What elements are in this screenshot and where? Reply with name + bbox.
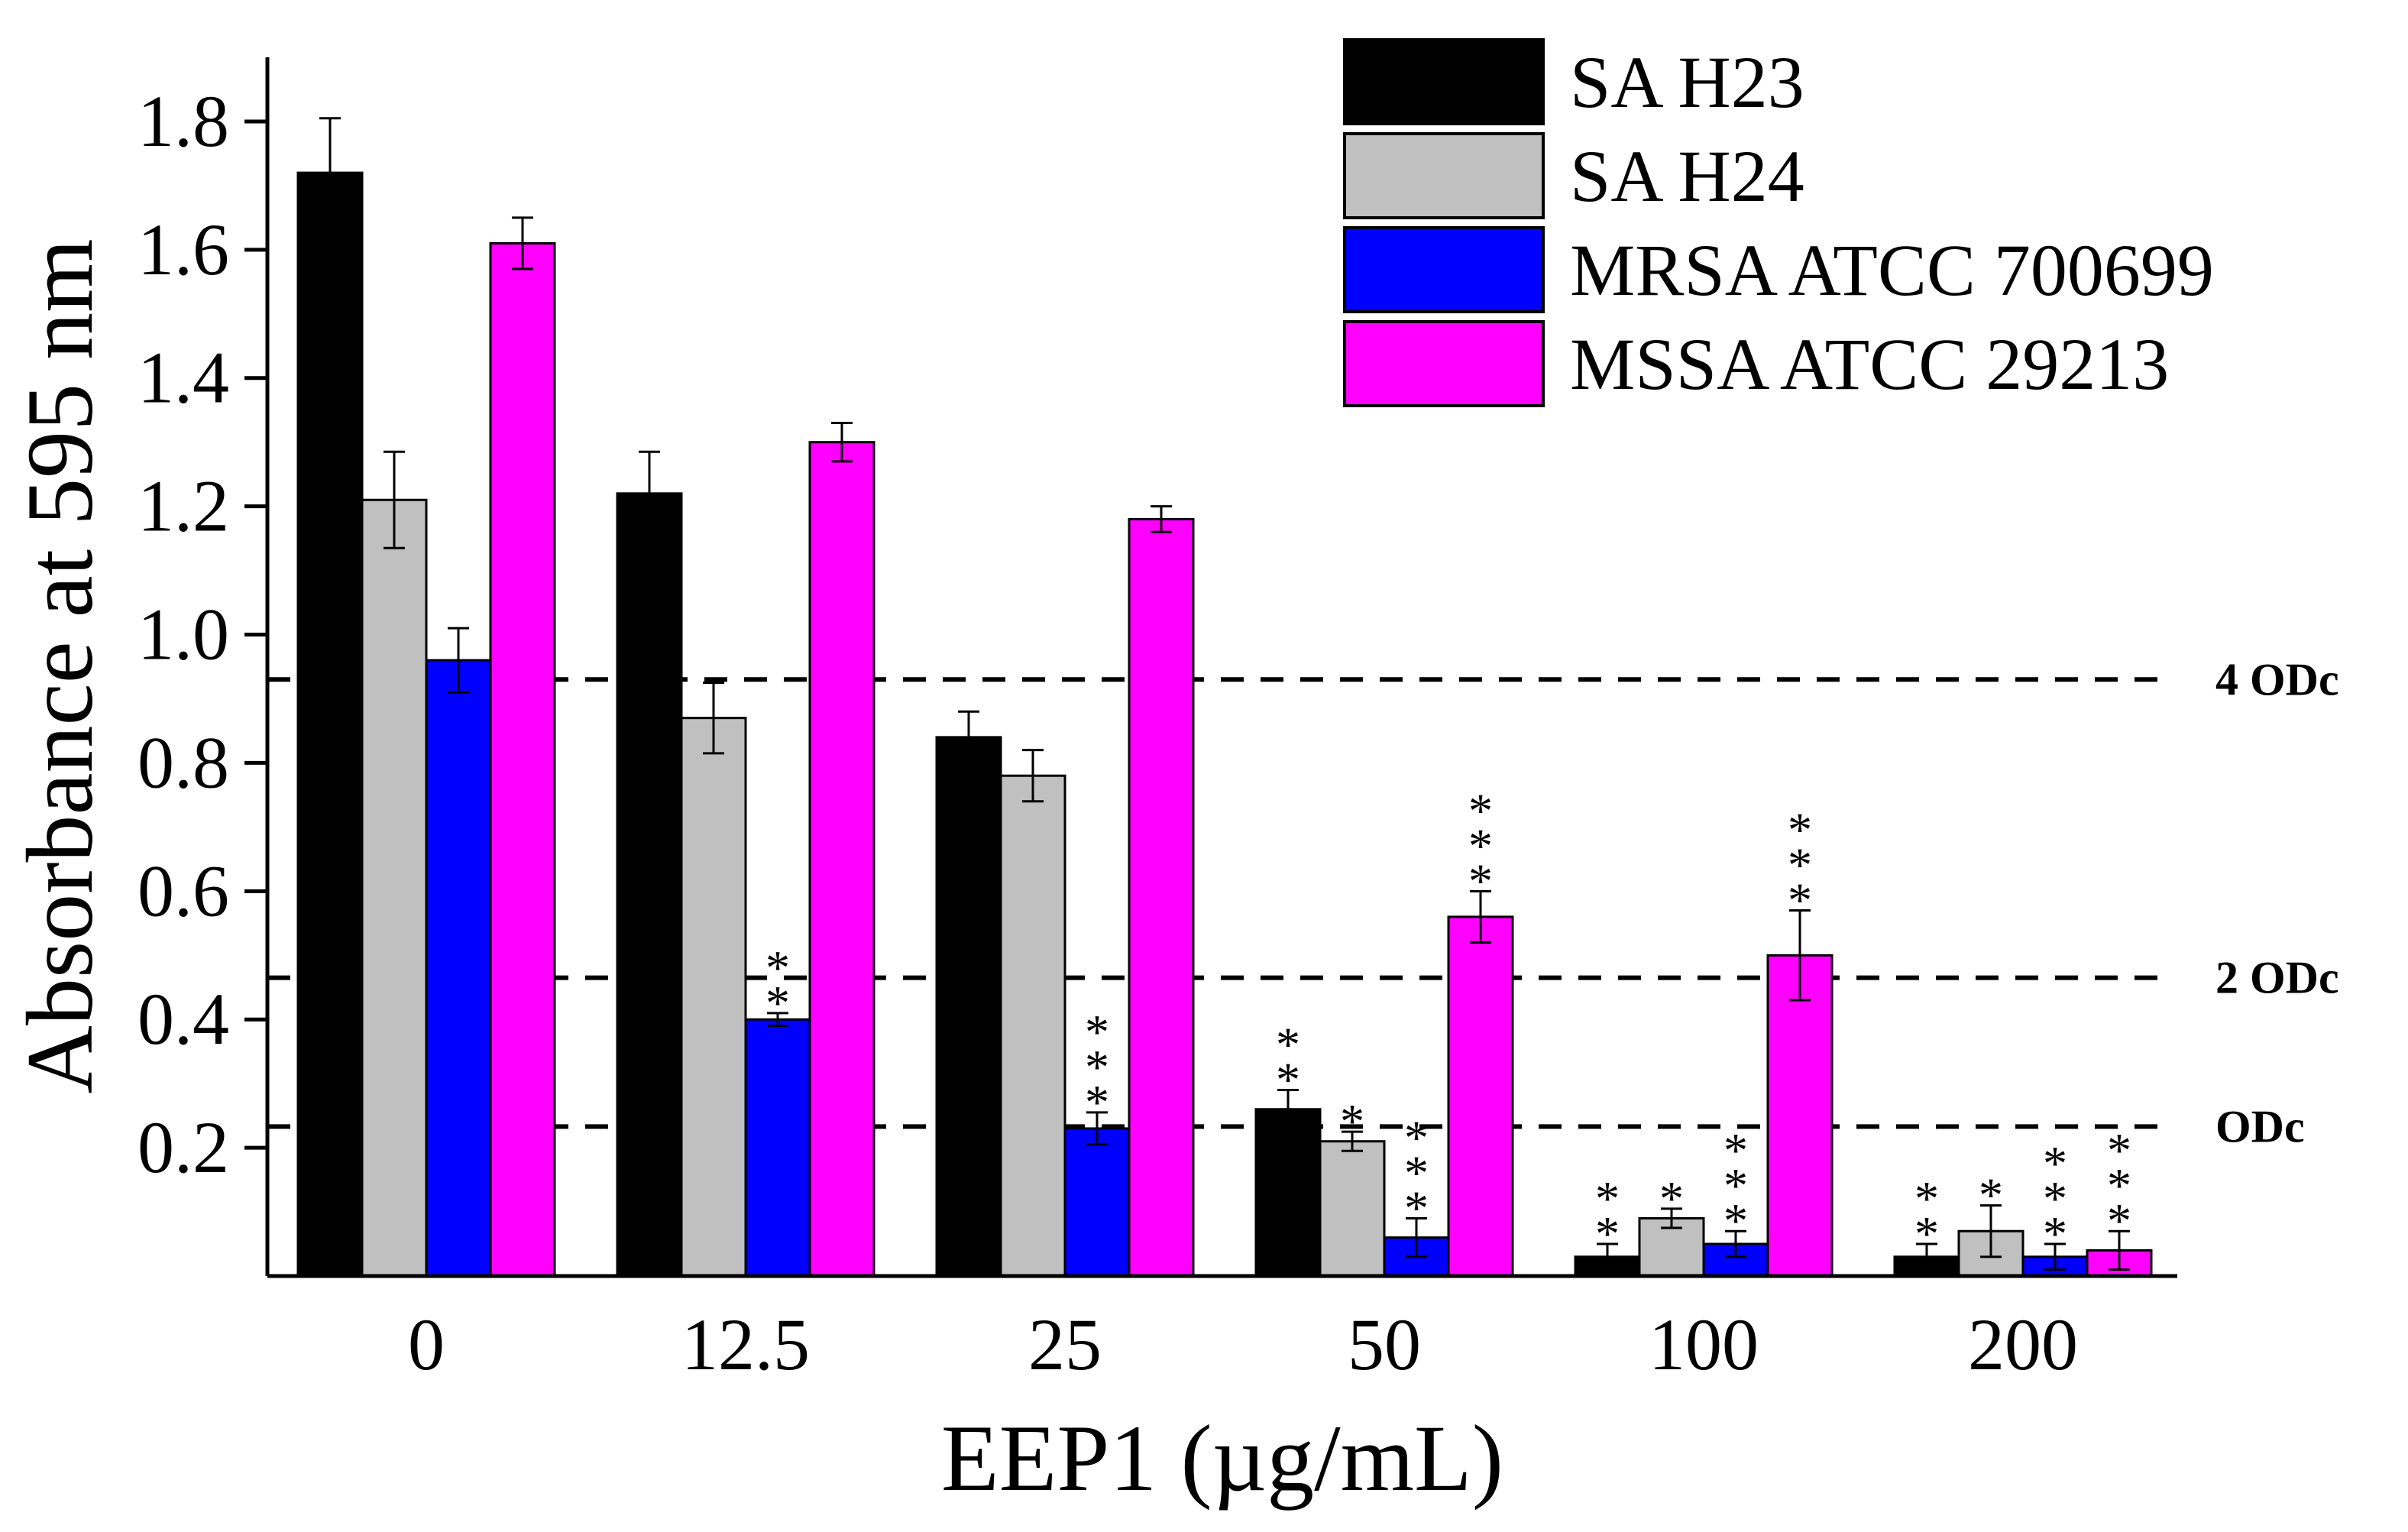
significance-marker: * (1914, 1206, 1939, 1261)
bar-mssa-atcc-29213 (1447, 915, 1514, 1278)
significance-marker: * (1788, 838, 1812, 892)
y-tick-label: 0.4 (138, 978, 229, 1060)
y-tick-label: 1.6 (138, 209, 229, 290)
legend-label: SA H24 (1570, 135, 1804, 217)
y-tick-label: 0.6 (138, 850, 229, 931)
bar-sa-h23 (616, 492, 683, 1278)
bar-sa-h24 (1319, 1140, 1386, 1278)
significance-marker: * (2107, 1123, 2131, 1177)
significance-marker: * (1723, 1158, 1748, 1213)
bar-mssa-atcc-29213 (1128, 517, 1195, 1278)
y-tick-label: 1.0 (138, 594, 229, 675)
y-ticks: 0.2 0.4 0.6 0.8 1.0 1.2 1.4 1.6 1.8 (138, 80, 267, 1188)
significance-marker: * (1404, 1145, 1429, 1200)
significance-marker: * (1468, 783, 1493, 837)
significance-marker: * (2107, 1158, 2131, 1213)
bar-mrsa-atcc-700699 (1063, 1127, 1131, 1278)
significance-marker: * (1595, 1171, 1620, 1226)
significance-marker: * (2043, 1171, 2067, 1226)
legend-label: MSSA ATCC 29213 (1570, 323, 2169, 405)
x-tick-label: 12.5 (681, 1304, 810, 1385)
significance-marker: * (1276, 1018, 1300, 1072)
significance-marker: * (1404, 1110, 1429, 1164)
significance-marker: * (1659, 1171, 1684, 1226)
x-tick-label: 100 (1649, 1304, 1759, 1385)
reference-line-label: 4 ODc (2215, 654, 2339, 704)
bar-sa-h23 (935, 736, 1002, 1278)
significance-marker: * (2107, 1194, 2131, 1248)
legend-label: MRSA ATCC 700699 (1570, 229, 2214, 311)
y-tick-label: 1.4 (138, 337, 229, 419)
y-tick-label: 1.8 (138, 80, 229, 162)
y-tick-label: 0.8 (138, 721, 229, 803)
y-axis-title: Absorbance at 595 nm (8, 238, 112, 1093)
bar-mrsa-atcc-700699 (425, 659, 492, 1278)
legend: SA H23 SA H24 MRSA ATCC 700699 MSSA ATCC 29… (1343, 38, 2214, 407)
x-axis-title: EEP1 (µg/mL) (941, 1406, 1503, 1511)
significance-marker: * (1788, 803, 1812, 857)
bar-mssa-atcc-29213 (808, 441, 875, 1278)
x-tick-label: 200 (1968, 1304, 2078, 1385)
legend-swatch (1343, 320, 1545, 407)
reference-line-label: ODc (2215, 1101, 2305, 1151)
bar-mssa-atcc-29213 (1766, 954, 1834, 1278)
significance-marker: * (1085, 1075, 1109, 1129)
bar-mrsa-atcc-700699 (744, 1018, 811, 1278)
legend-swatch (1343, 132, 1545, 219)
significance-marker: * (1723, 1194, 1748, 1248)
legend-label: SA H23 (1570, 41, 1804, 123)
significance-marker: * (1085, 1005, 1109, 1059)
significance-marker: * (1468, 818, 1493, 873)
significance-marker: * (1723, 1123, 1748, 1177)
axes (265, 57, 2177, 1278)
bar-sa-h24 (680, 717, 747, 1278)
significance-marker: * (1914, 1171, 1939, 1226)
x-tick-label: 50 (1348, 1304, 1421, 1385)
x-tick-label: 0 (408, 1304, 445, 1385)
bar-sa-h24 (999, 774, 1066, 1278)
significance-marker: * (1595, 1206, 1620, 1261)
significance-marker: * (1276, 1053, 1300, 1107)
x-tick-label: 25 (1028, 1304, 1102, 1385)
reference-lines: 4 ODc 2 ODc ODc (267, 654, 2339, 1151)
reference-line-label: 2 ODc (2215, 953, 2339, 1003)
significance-marker: * (765, 976, 790, 1030)
significance-marker: * (2043, 1206, 2067, 1261)
significance-marker: * (765, 941, 790, 995)
bar-sa-h23 (1254, 1108, 1322, 1278)
bar-sa-h24 (361, 498, 428, 1278)
y-tick-label: 0.2 (138, 1106, 229, 1188)
bar-sa-h23 (296, 171, 364, 1278)
significance-marker: * (1788, 873, 1812, 928)
legend-swatch (1343, 38, 1545, 125)
significance-marker: * (1085, 1040, 1109, 1094)
significance-marker: * (1404, 1181, 1429, 1235)
significance-marker: * (1468, 853, 1493, 908)
bars: **************** * ******** ******* (296, 117, 2153, 1278)
legend-swatch (1343, 226, 1545, 313)
significance-marker: * (1979, 1168, 2003, 1223)
x-ticks: 0 12.5 25 50 100 200 (408, 1304, 2078, 1385)
significance-marker: * (1340, 1094, 1364, 1148)
y-tick-label: 1.2 (138, 465, 229, 547)
significance-marker: * (2043, 1136, 2067, 1190)
bar-mssa-atcc-29213 (489, 241, 556, 1278)
